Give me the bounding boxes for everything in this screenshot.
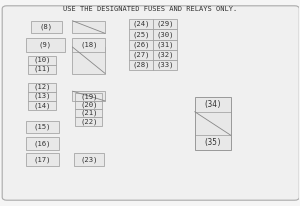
Text: (13): (13) [33, 93, 50, 99]
Bar [31, 21, 62, 33]
Text: (29): (29) [156, 21, 174, 27]
Text: (18): (18) [80, 41, 98, 48]
Bar [28, 92, 56, 101]
Text: (19): (19) [80, 94, 98, 100]
Text: (28): (28) [132, 62, 150, 68]
Bar [129, 60, 153, 70]
Bar [28, 101, 56, 110]
Bar [28, 83, 56, 91]
Text: (23): (23) [80, 156, 98, 163]
Bar [129, 19, 153, 29]
Bar [75, 93, 102, 101]
Text: (24): (24) [132, 21, 150, 27]
Text: (33): (33) [156, 62, 174, 68]
Text: (20): (20) [80, 102, 98, 108]
Bar [153, 40, 177, 50]
Text: (15): (15) [34, 124, 51, 130]
Text: (35): (35) [203, 138, 222, 147]
Bar [153, 60, 177, 70]
Bar [153, 50, 177, 60]
Text: (11): (11) [33, 66, 50, 73]
Text: (8): (8) [40, 24, 53, 30]
Text: (25): (25) [132, 31, 150, 38]
Bar [129, 29, 153, 40]
Bar [26, 37, 65, 52]
Bar [153, 29, 177, 40]
Text: (30): (30) [156, 31, 174, 38]
Text: (34): (34) [203, 100, 222, 109]
Text: (27): (27) [132, 52, 150, 58]
Text: (14): (14) [33, 102, 50, 109]
Bar [26, 137, 59, 150]
Bar [129, 40, 153, 50]
Text: (31): (31) [156, 41, 174, 48]
Text: (21): (21) [80, 110, 98, 116]
Text: (9): (9) [39, 41, 52, 48]
Bar [26, 153, 59, 166]
Bar [28, 65, 56, 74]
Text: (17): (17) [34, 156, 51, 163]
FancyBboxPatch shape [2, 6, 299, 200]
Bar [72, 37, 105, 52]
Bar [75, 117, 102, 125]
Bar [72, 21, 105, 33]
Bar [74, 153, 104, 166]
Text: (10): (10) [33, 57, 50, 63]
Bar [195, 97, 231, 150]
Bar [75, 109, 102, 117]
Text: (22): (22) [80, 118, 98, 125]
Bar [72, 47, 105, 74]
Text: (26): (26) [132, 41, 150, 48]
Bar [28, 56, 56, 64]
Bar [75, 101, 102, 109]
Bar [26, 121, 59, 133]
Bar [72, 91, 105, 101]
Bar [153, 19, 177, 29]
Text: (16): (16) [34, 140, 51, 146]
Text: USE THE DESIGNATED FUSES AND RELAYS ONLY.: USE THE DESIGNATED FUSES AND RELAYS ONLY… [63, 6, 237, 12]
Bar [129, 50, 153, 60]
Text: (32): (32) [156, 52, 174, 58]
Text: (12): (12) [33, 84, 50, 90]
